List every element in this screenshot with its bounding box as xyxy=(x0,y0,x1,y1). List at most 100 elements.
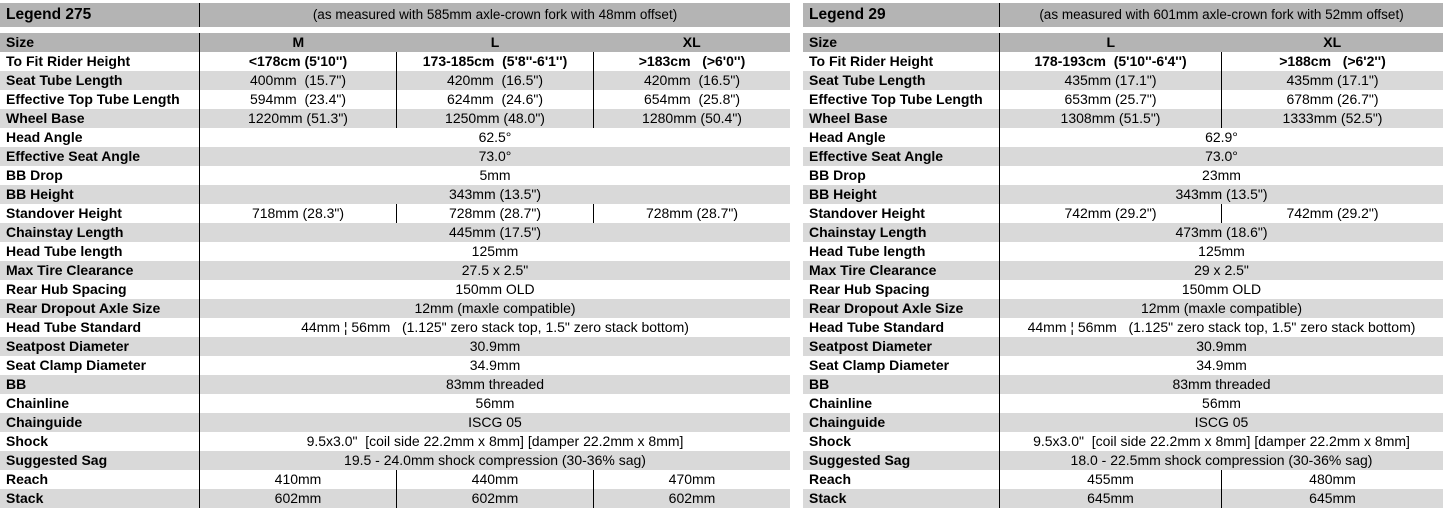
spec-label: Head Tube length xyxy=(803,242,1000,261)
spec-value: 728mm (28.7") xyxy=(396,204,593,223)
spec-label: Rear Hub Spacing xyxy=(803,280,1000,299)
spec-values: 178-193cm (5'10''-6'4'') >188cm (>6'2'') xyxy=(1000,52,1443,71)
spec-row: Standover Height 718mm (28.3") 728mm (28.7… xyxy=(0,204,790,223)
spec-label: Seat Tube Length xyxy=(803,71,1000,90)
spec-values: 34.9mm xyxy=(200,356,790,375)
spec-values: 602mm 602mm 602mm xyxy=(200,489,790,508)
spec-values: 9.5x3.0" [coil side 22.2mm x 8mm] [dampe… xyxy=(200,432,790,451)
spec-row: Stack 645mm 645mm xyxy=(803,489,1443,508)
spec-values: 12mm (maxle compatible) xyxy=(1000,299,1443,318)
spec-value: 420mm (16.5") xyxy=(396,71,593,90)
table-measurement-note: (as measured with 585mm axle-crown fork … xyxy=(312,7,678,22)
spec-value-merged: 56mm xyxy=(1202,395,1241,411)
spec-row: Seat Tube Length 400mm (15.7") 420mm (16.5… xyxy=(0,71,790,90)
spec-values: 83mm threaded xyxy=(200,375,790,394)
spec-value: 718mm (28.3") xyxy=(251,205,345,221)
spec-label: Suggested Sag xyxy=(0,451,200,470)
table-title: Legend 275 xyxy=(0,3,200,27)
spec-value: 400mm (15.7") xyxy=(249,72,346,88)
spec-row: Chainline 56mm xyxy=(0,394,790,413)
spec-values: 594mm (23.4") 624mm (24.6") 654mm (25.8") xyxy=(200,90,790,109)
spec-row: Wheel Base 1220mm (51.3") 1250mm (48.0") 12… xyxy=(0,109,790,128)
spec-value-merged: 73.0° xyxy=(478,148,512,164)
spec-row: Rear Hub Spacing 150mm OLD xyxy=(0,280,790,299)
spec-row: Seat Clamp Diameter 34.9mm xyxy=(0,356,790,375)
spec-values: 400mm (15.7") 420mm (16.5") 420mm (16.5") xyxy=(200,71,790,90)
spec-values: 125mm xyxy=(1000,242,1443,261)
spec-value: 602mm xyxy=(593,489,790,508)
spec-value: 178-193cm (5'10''-6'4'') xyxy=(1034,53,1187,69)
spec-label: Head Tube Standard xyxy=(803,318,1000,337)
spec-values: 5mm xyxy=(200,166,790,185)
spec-label: Head Tube Standard xyxy=(0,318,200,337)
spec-value-merged: 343mm (13.5") xyxy=(448,186,542,202)
spec-value-merged: 62.9° xyxy=(1205,129,1238,145)
spec-value-merged: 62.5° xyxy=(478,129,512,145)
spec-row: Effective Seat Angle 73.0° xyxy=(803,147,1443,166)
spec-row: Chainstay Length 473mm (18.6") xyxy=(803,223,1443,242)
spec-label: Stack xyxy=(0,489,200,508)
spec-row: BB Height 343mm (13.5") xyxy=(0,185,790,204)
table-header-bar: Legend 29 (as measured with 601mm axle-c… xyxy=(803,3,1443,27)
spec-label: BB Drop xyxy=(803,166,1000,185)
spec-value: 653mm (25.7") xyxy=(1064,91,1157,107)
spec-values: 56mm xyxy=(200,394,790,413)
spec-value-merged: ISCG 05 xyxy=(1194,414,1249,430)
spec-label: To Fit Rider Height xyxy=(0,52,200,71)
spec-value: 1220mm (51.3") xyxy=(248,110,348,126)
size-header-row: Size L XL xyxy=(803,33,1443,52)
spec-value: 678mm (26.7") xyxy=(1221,90,1443,109)
spec-label: Stack xyxy=(803,489,1000,508)
spec-row: Max Tire Clearance 29 x 2.5" xyxy=(803,261,1443,280)
spec-value: 410mm xyxy=(274,471,322,487)
spec-row: Shock 9.5x3.0" [coil side 22.2mm x 8mm] [… xyxy=(803,432,1443,451)
spec-values: 27.5 x 2.5" xyxy=(200,261,790,280)
spec-value: 645mm xyxy=(1221,489,1443,508)
spec-value-merged: 125mm xyxy=(1198,243,1245,259)
spec-value: 1250mm (48.0") xyxy=(396,109,593,128)
spec-row: Chainguide ISCG 05 xyxy=(0,413,790,432)
size-column-header: L xyxy=(490,34,500,50)
spec-label: Chainguide xyxy=(0,413,200,432)
spec-value-merged: 150mm OLD xyxy=(1181,281,1262,297)
spec-row: Rear Hub Spacing 150mm OLD xyxy=(803,280,1443,299)
spec-value-merged: 29 x 2.5" xyxy=(1194,262,1249,278)
spec-values: 718mm (28.3") 728mm (28.7") 728mm (28.7") xyxy=(200,204,790,223)
spec-value-merged: ISCG 05 xyxy=(468,414,522,430)
spec-values: 73.0° xyxy=(200,147,790,166)
spec-value-merged: 83mm threaded xyxy=(1172,376,1271,392)
spec-row: Effective Top Tube Length 653mm (25.7") 67… xyxy=(803,90,1443,109)
spec-value-merged: 9.5x3.0" [coil side 22.2mm x 8mm] [dampe… xyxy=(306,433,684,449)
spec-label: Wheel Base xyxy=(0,109,200,128)
spec-values: 30.9mm xyxy=(200,337,790,356)
spec-value-merged: 18.0 - 22.5mm shock compression (30-36% … xyxy=(1070,452,1373,468)
spec-value: 420mm (16.5") xyxy=(593,71,790,90)
spec-value: 728mm (28.7") xyxy=(593,204,790,223)
size-column-header: M xyxy=(292,34,305,50)
table-title: Legend 29 xyxy=(803,3,1000,27)
spec-value: 455mm xyxy=(1087,471,1134,487)
spec-row: Seat Clamp Diameter 34.9mm xyxy=(803,356,1443,375)
spec-label: Effective Top Tube Length xyxy=(0,90,200,109)
spec-value: 440mm xyxy=(396,470,593,489)
spec-value: 742mm (29.2") xyxy=(1221,204,1443,223)
spec-values: 12mm (maxle compatible) xyxy=(200,299,790,318)
table-header-bar: Legend 275 (as measured with 585mm axle-… xyxy=(0,3,790,27)
spec-value: 470mm xyxy=(593,470,790,489)
spec-value: 435mm (17.1") xyxy=(1221,71,1443,90)
spec-label: Seatpost Diameter xyxy=(0,337,200,356)
spec-row: Seatpost Diameter 30.9mm xyxy=(803,337,1443,356)
spec-row: BB 83mm threaded xyxy=(0,375,790,394)
spec-values: 9.5x3.0" [coil side 22.2mm x 8mm] [dampe… xyxy=(1000,432,1443,451)
spec-value: 602mm xyxy=(396,489,593,508)
spec-values: 62.5° xyxy=(200,128,790,147)
spec-label: Chainguide xyxy=(803,413,1000,432)
spec-label: Chainstay Length xyxy=(803,223,1000,242)
spec-row: Chainline 56mm xyxy=(803,394,1443,413)
spec-value-merged: 343mm (13.5") xyxy=(1175,186,1268,202)
spec-values: 1220mm (51.3") 1250mm (48.0") 1280mm (50.4… xyxy=(200,109,790,128)
spec-row: Seatpost Diameter 30.9mm xyxy=(0,337,790,356)
spec-label: Shock xyxy=(803,432,1000,451)
spec-label: BB xyxy=(0,375,200,394)
